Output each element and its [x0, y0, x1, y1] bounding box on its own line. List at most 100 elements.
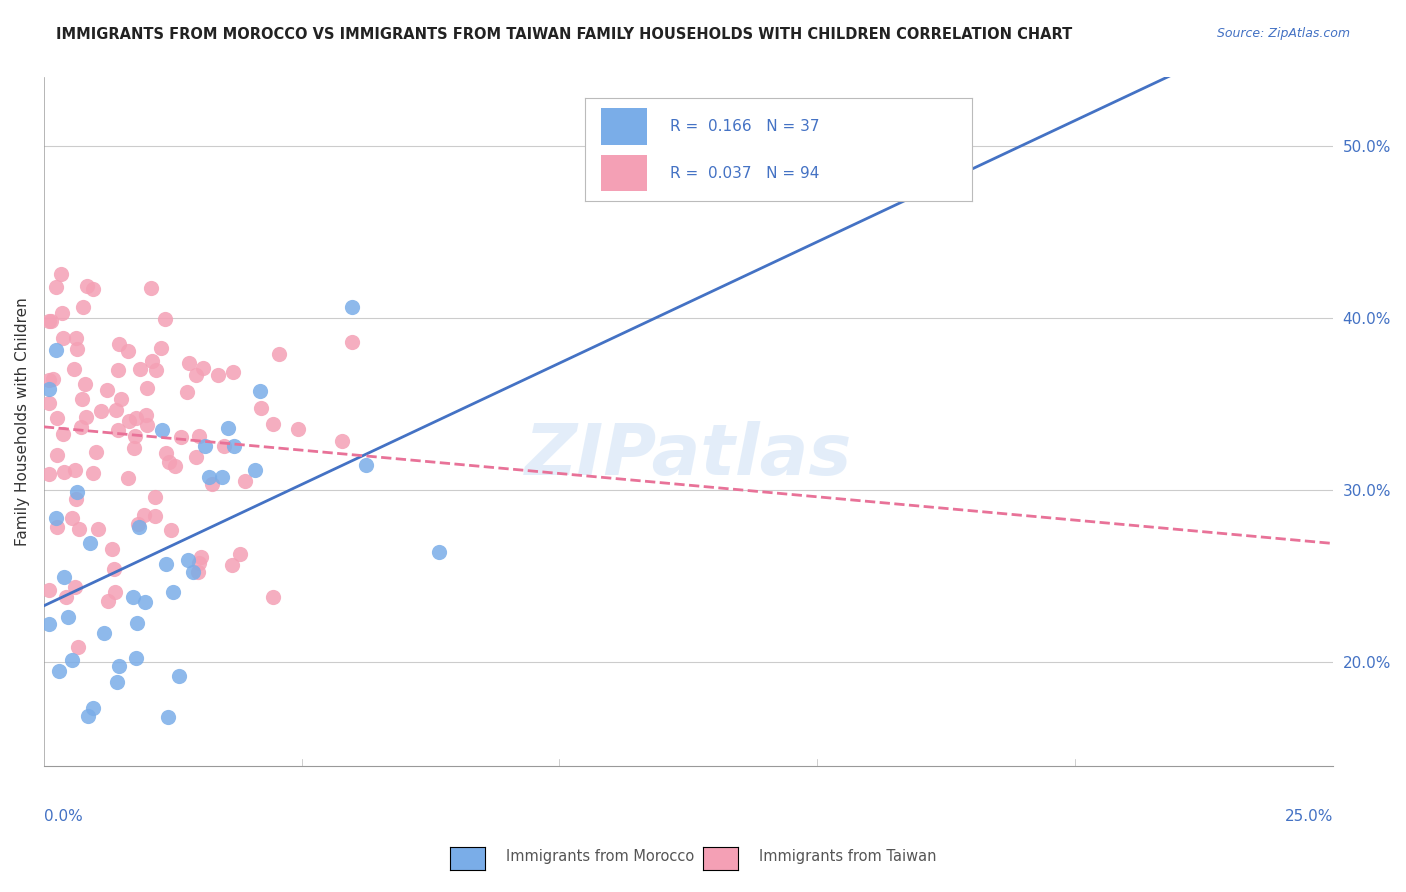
Point	[63, 580, 86, 594]
Point	[191, 361, 214, 376]
Point	[82, 466, 104, 480]
Point	[105, 675, 128, 690]
Point	[65, 331, 87, 345]
Point	[76, 278, 98, 293]
Point	[38, 374, 60, 388]
Point	[179, 356, 201, 370]
Point	[122, 441, 145, 455]
Point	[330, 434, 353, 449]
Point	[107, 423, 129, 437]
Point	[100, 542, 122, 557]
Point	[38, 382, 60, 396]
Point	[117, 344, 139, 359]
Point	[201, 476, 224, 491]
Point	[73, 376, 96, 391]
Point	[45, 520, 67, 534]
Text: Immigrants from Taiwan: Immigrants from Taiwan	[759, 849, 936, 863]
Point	[45, 448, 67, 462]
Point	[125, 616, 148, 631]
Point	[342, 334, 364, 349]
Point	[187, 565, 209, 579]
Point	[155, 311, 177, 326]
Point	[207, 368, 229, 383]
Point	[125, 411, 148, 425]
Point	[160, 523, 183, 537]
Point	[135, 417, 157, 432]
Point	[169, 669, 191, 683]
Point	[181, 565, 204, 579]
Point	[188, 429, 211, 443]
Point	[69, 420, 91, 434]
Point	[60, 653, 83, 667]
Point	[97, 594, 120, 608]
Point	[53, 466, 76, 480]
Point	[197, 470, 219, 484]
Point	[135, 408, 157, 422]
Point	[70, 392, 93, 406]
Point	[45, 510, 67, 524]
Point	[177, 553, 200, 567]
Point	[39, 314, 62, 328]
Point	[72, 300, 94, 314]
Point	[184, 450, 207, 464]
Point	[90, 404, 112, 418]
Point	[51, 331, 73, 345]
Point	[75, 410, 97, 425]
Point	[52, 570, 75, 584]
Point	[45, 343, 67, 357]
Point	[38, 617, 60, 632]
Text: ZIPatlas: ZIPatlas	[524, 421, 852, 491]
Point	[46, 411, 69, 425]
Point	[87, 522, 110, 536]
Point	[162, 584, 184, 599]
Point	[108, 337, 131, 351]
Point	[104, 403, 127, 417]
Point	[66, 343, 89, 357]
Point	[342, 300, 364, 314]
Point	[262, 417, 284, 432]
Point	[51, 426, 73, 441]
Point	[63, 362, 86, 376]
Text: Source: ZipAtlas.com: Source: ZipAtlas.com	[1216, 27, 1350, 40]
Point	[132, 508, 155, 522]
Point	[51, 267, 73, 281]
Point	[163, 458, 186, 473]
Point	[243, 463, 266, 477]
Point	[150, 341, 173, 355]
Point	[38, 396, 60, 410]
Point	[65, 491, 87, 506]
Point	[145, 363, 167, 377]
Point	[143, 491, 166, 505]
Point	[38, 314, 60, 328]
Text: 0.0%: 0.0%	[44, 808, 83, 823]
Point	[155, 557, 177, 571]
Point	[110, 392, 132, 407]
Point	[104, 585, 127, 599]
Point	[249, 384, 271, 398]
Point	[42, 371, 65, 385]
Point	[190, 549, 212, 564]
Point	[79, 536, 101, 550]
Point	[38, 467, 60, 482]
Point	[107, 363, 129, 377]
Point	[212, 439, 235, 453]
Point	[250, 401, 273, 416]
Point	[56, 609, 79, 624]
Text: 25.0%: 25.0%	[1285, 808, 1333, 823]
Point	[127, 516, 149, 531]
Point	[66, 485, 89, 500]
Point	[221, 365, 243, 379]
Point	[262, 590, 284, 604]
Point	[134, 595, 156, 609]
Text: Immigrants from Morocco: Immigrants from Morocco	[506, 849, 695, 863]
Point	[121, 590, 143, 604]
Point	[141, 354, 163, 368]
Point	[118, 414, 141, 428]
Point	[129, 362, 152, 376]
Point	[157, 455, 180, 469]
Point	[139, 281, 162, 295]
Point	[194, 439, 217, 453]
Point	[221, 558, 243, 572]
Point	[169, 430, 191, 444]
Point	[93, 625, 115, 640]
